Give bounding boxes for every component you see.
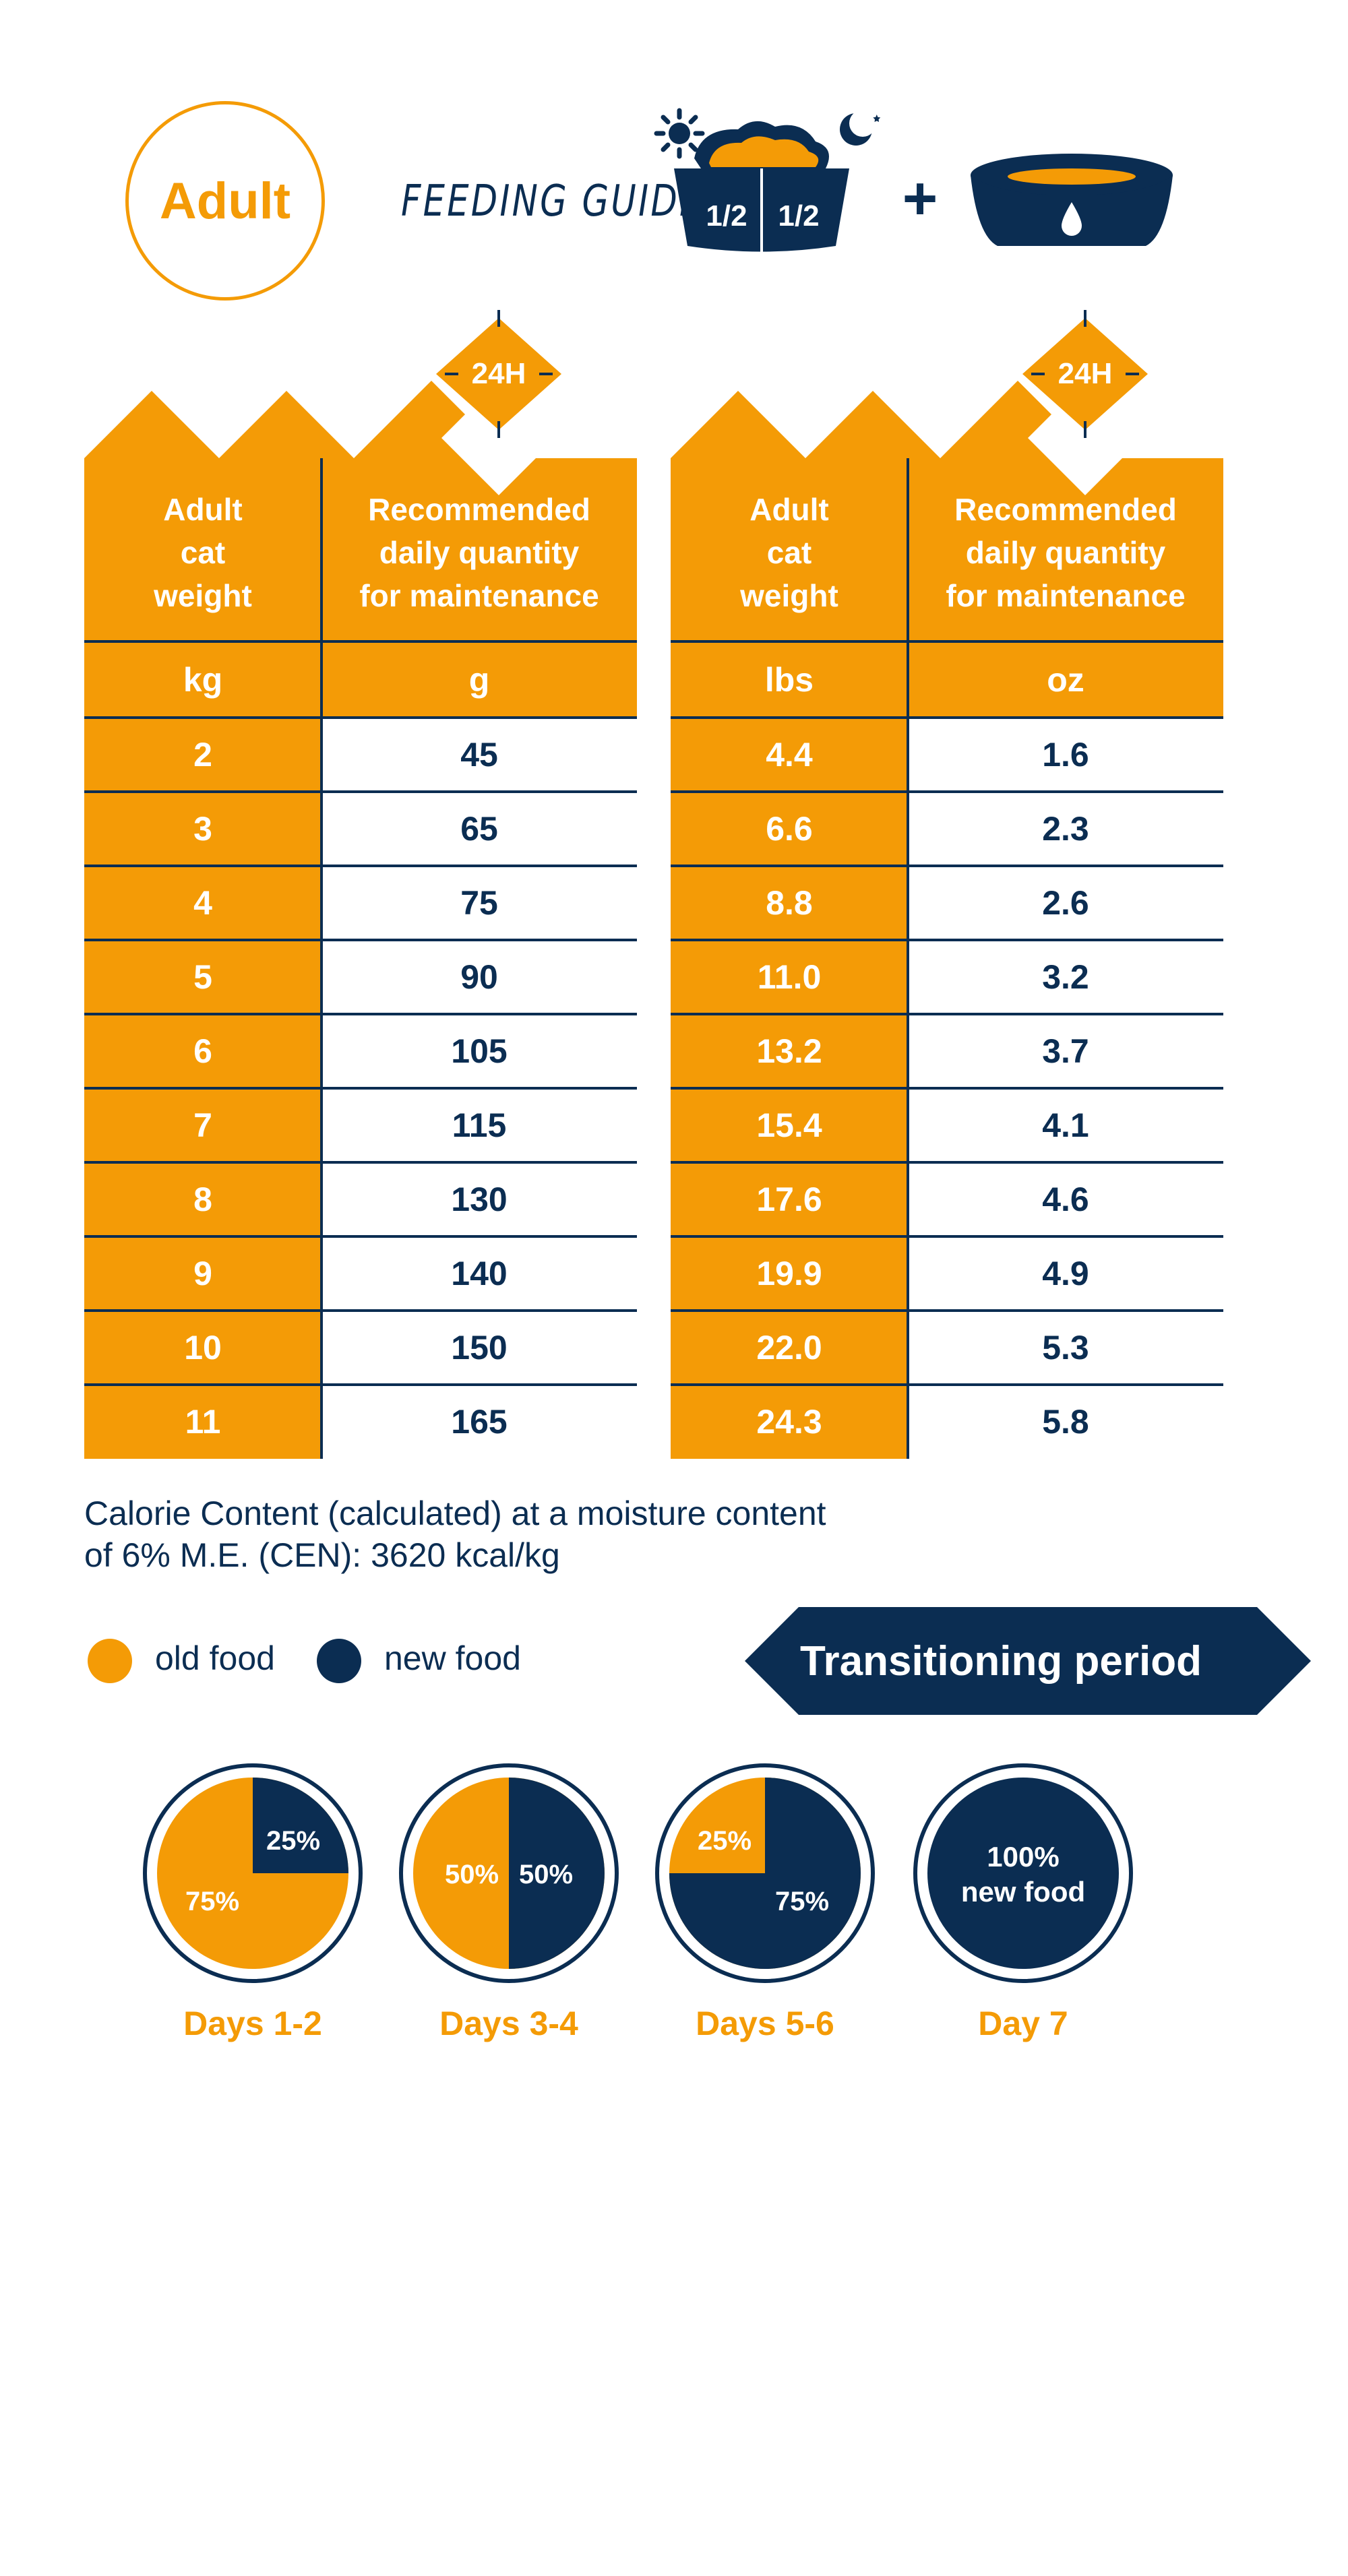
quantity-cell: 65 xyxy=(460,810,498,848)
pie-label: 75% xyxy=(775,1887,829,1916)
weight-cell: 9 xyxy=(193,1255,212,1292)
imperial-col1-header: Adult cat weight xyxy=(740,492,838,613)
weight-cell: 6.6 xyxy=(766,810,813,848)
legend-new-food-label: new food xyxy=(384,1639,521,1677)
pie-slice-new xyxy=(669,1778,861,1969)
pie-slice-new xyxy=(253,1778,348,1873)
quantity-cell: 4.6 xyxy=(1042,1181,1089,1218)
sun-icon xyxy=(654,108,705,159)
legend-old-food-dot xyxy=(88,1639,132,1683)
pie-label: 50% xyxy=(445,1860,499,1889)
badge-24h-right xyxy=(1022,310,1148,495)
quantity-cell: 3.2 xyxy=(1042,958,1089,996)
weight-cell: 11.0 xyxy=(757,958,822,996)
legend-new-food-dot xyxy=(317,1639,361,1683)
pie-slice-new xyxy=(509,1778,605,1969)
quantity-cell: 115 xyxy=(452,1106,507,1144)
quantity-cell: 5.3 xyxy=(1042,1329,1089,1366)
moon-icon xyxy=(840,110,881,146)
quantity-cell: 1.6 xyxy=(1042,736,1089,774)
weight-cell: 13.2 xyxy=(756,1032,822,1070)
pie-label: 50% xyxy=(519,1860,573,1889)
quantity-cell: 165 xyxy=(451,1403,508,1441)
quantity-cell: 2.6 xyxy=(1042,884,1089,922)
weight-cell: 8 xyxy=(193,1181,212,1218)
food-bowl-icon: 1/2 1/2 xyxy=(674,121,849,253)
pie-slice-old xyxy=(927,1778,1119,1969)
bowl-icons: 1/2 1/2 + xyxy=(654,108,1173,253)
day-label: Days 1-2 xyxy=(183,2005,322,2042)
metric-unit-g: g xyxy=(468,660,490,699)
quantity-cell: 45 xyxy=(460,736,498,774)
metric-col2-header: Recommended daily quantity for maintenan… xyxy=(359,492,599,613)
pie-label: 100% xyxy=(987,1841,1059,1873)
weight-cell: 6 xyxy=(193,1032,212,1070)
imperial-col2-header: Recommended daily quantity for maintenan… xyxy=(946,492,1186,613)
transition-banner xyxy=(745,1607,1311,1715)
metric-unit-kg: kg xyxy=(183,660,223,699)
weight-cell: 8.8 xyxy=(766,884,813,922)
quantity-cell: 150 xyxy=(451,1329,508,1366)
quantity-cell: 4.9 xyxy=(1042,1255,1089,1292)
water-bowl-icon xyxy=(971,154,1173,246)
transition-title: Transitioning period xyxy=(800,1637,1202,1685)
weight-cell: 3 xyxy=(193,810,212,848)
right-half-label: 1/2 xyxy=(778,199,819,232)
weight-cell: 4.4 xyxy=(766,736,813,774)
quantity-cell: 140 xyxy=(451,1255,508,1292)
pie-label: new food xyxy=(961,1876,1085,1908)
badge-24h-right-label: 24H xyxy=(1058,357,1113,390)
metric-col1-header: Adult cat weight xyxy=(154,492,252,613)
adult-badge-label: Adult xyxy=(159,172,291,230)
weight-cell: 15.4 xyxy=(756,1106,822,1144)
weight-cell: 24.3 xyxy=(756,1403,822,1441)
quantity-cell: 75 xyxy=(460,884,498,922)
weight-cell: 4 xyxy=(193,884,212,922)
adult-badge: Adult xyxy=(125,101,325,301)
pie-label: 25% xyxy=(266,1826,320,1856)
transition-pies: 75% 25% Days 1-2 50% 50% Days 3-4 25% 75% Days 5… xyxy=(143,1763,1133,2042)
badge-24h-left xyxy=(436,310,561,495)
quantity-cell: 90 xyxy=(460,958,498,996)
day-label: Day 7 xyxy=(978,2005,1068,2042)
pie-label: 25% xyxy=(698,1826,752,1856)
transition-pie: 100%new food Day 7 xyxy=(913,1763,1133,2042)
transition-pie: 75% 25% Days 1-2 xyxy=(143,1763,363,2042)
left-half-label: 1/2 xyxy=(706,199,747,232)
imperial-unit-oz: oz xyxy=(1047,660,1084,699)
weight-cell: 22.0 xyxy=(756,1329,822,1366)
quantity-cell: 4.1 xyxy=(1042,1106,1089,1144)
day-label: Days 3-4 xyxy=(439,2005,578,2042)
quantity-cell: 2.3 xyxy=(1042,810,1089,848)
weight-cell: 17.6 xyxy=(756,1181,822,1218)
weight-cell: 10 xyxy=(184,1329,222,1366)
quantity-cell: 130 xyxy=(451,1181,508,1218)
weight-cell: 5 xyxy=(193,958,212,996)
badge-24h-left-label: 24H xyxy=(471,357,526,390)
pie-label: 75% xyxy=(185,1887,239,1916)
tables-graphic xyxy=(84,310,1223,1459)
calorie-content: Calorie Content (calculated) at a moistu… xyxy=(84,1495,826,1574)
quantity-cell: 3.7 xyxy=(1042,1032,1089,1070)
weight-cell: 7 xyxy=(193,1106,212,1144)
transition-pie: 25% 75% Days 5-6 xyxy=(655,1763,875,2042)
day-label: Days 5-6 xyxy=(696,2005,834,2042)
feeding-guide-title: FEEDING GUIDE xyxy=(401,177,704,226)
water-drop-icon xyxy=(1062,202,1082,236)
plus-sign: + xyxy=(902,165,938,232)
quantity-cell: 105 xyxy=(451,1032,508,1070)
weight-cell: 2 xyxy=(193,736,212,774)
transition-pie: 50% 50% Days 3-4 xyxy=(399,1763,619,2042)
imperial-unit-lbs: lbs xyxy=(764,660,814,699)
quantity-cell: 5.8 xyxy=(1042,1403,1089,1441)
weight-cell: 11 xyxy=(185,1403,221,1441)
legend-old-food-label: old food xyxy=(155,1639,275,1677)
weight-cell: 19.9 xyxy=(756,1255,822,1292)
